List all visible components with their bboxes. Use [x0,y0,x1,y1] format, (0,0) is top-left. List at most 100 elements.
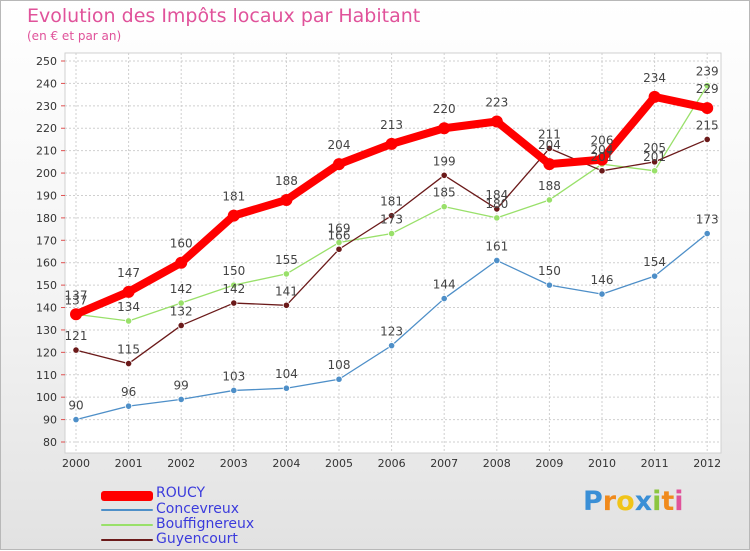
data-label-roucy: 204 [328,138,351,152]
data-label-bouffignereux: 150 [222,264,245,278]
data-point-roucy [175,256,188,269]
chart-subtitle: (en € et par an) [27,29,122,43]
y-tick-label: 150 [36,279,57,292]
data-label-roucy: 204 [538,138,561,152]
data-label-guyencourt: 115 [117,343,140,357]
data-point-roucy [122,285,135,298]
legend-label-roucy: ROUCY [156,485,206,501]
chart-title: Evolution des Impôts locaux par Habitant [27,5,421,27]
data-label-guyencourt: 142 [222,282,245,296]
x-tick-label: 2002 [167,457,195,470]
data-point-bouffignereux [125,317,133,325]
data-point-guyencourt [703,135,711,144]
data-point-concevreux [177,395,185,404]
data-point-guyencourt [545,144,554,153]
data-label-roucy: 220 [433,102,456,116]
data-point-concevreux [493,256,501,265]
data-label-bouffignereux: 173 [380,213,403,227]
plot-area [64,52,722,454]
data-label-bouffignereux: 137 [65,293,88,307]
data-label-roucy: 147 [117,266,140,280]
data-label-guyencourt: 184 [485,188,508,202]
data-point-roucy [596,153,608,166]
data-label-concevreux: 154 [643,255,666,269]
data-label-concevreux: 99 [174,378,189,392]
data-label-guyencourt: 166 [328,228,351,242]
data-label-guyencourt: 201 [591,150,614,164]
data-point-bouffignereux [230,281,238,289]
x-tick-label: 2012 [693,457,721,470]
data-point-concevreux [598,290,606,298]
data-point-concevreux [387,342,396,350]
data-point-guyencourt [125,359,133,368]
data-point-roucy [438,122,451,135]
data-point-guyencourt [493,205,501,213]
y-tick-label: 230 [36,100,57,113]
legend-swatch-guyencourt [101,539,153,541]
data-point-guyencourt [177,321,185,330]
data-label-bouffignereux: 134 [117,300,140,314]
data-point-guyencourt [440,171,448,179]
y-tick-label: 160 [36,257,57,270]
y-tick-label: 90 [43,414,57,427]
data-label-roucy: 229 [696,82,719,96]
y-tick-label: 180 [36,212,57,225]
data-label-concevreux: 123 [380,325,403,339]
legend-swatch-bouffignereux [101,524,153,526]
data-point-guyencourt [72,346,80,354]
data-point-concevreux [703,229,711,238]
data-label-concevreux: 146 [591,273,614,287]
legend-label-bouffignereux: Bouffignereux [156,516,255,532]
legend-swatch-concevreux [101,509,153,511]
data-label-guyencourt: 215 [696,118,719,132]
data-label-bouffignereux: 201 [643,150,666,164]
x-tick-label: 2000 [62,457,90,470]
data-label-bouffignereux: 204 [591,143,614,157]
data-label-roucy: 223 [485,96,508,110]
data-point-guyencourt [230,299,238,307]
data-label-roucy: 213 [380,118,403,132]
data-label-concevreux: 104 [275,367,298,381]
data-point-roucy [333,158,345,171]
y-tick-label: 190 [36,189,57,202]
data-label-roucy: 188 [275,174,298,188]
data-label-guyencourt: 121 [65,329,88,343]
data-point-roucy [701,102,714,115]
y-tick-label: 140 [36,302,57,315]
data-point-roucy [280,193,293,206]
data-point-guyencourt [598,167,606,175]
x-tick-label: 2010 [588,457,616,470]
data-point-bouffignereux [440,203,448,211]
data-point-bouffignereux [387,229,396,238]
data-point-guyencourt [282,301,290,309]
data-point-concevreux [125,402,133,410]
y-tick-label: 110 [36,369,57,382]
data-point-guyencourt [650,158,659,166]
data-label-bouffignereux: 169 [328,222,351,236]
data-label-guyencourt: 211 [538,127,561,141]
data-label-bouffignereux: 180 [485,197,508,211]
y-tick-label: 210 [36,145,57,158]
data-point-roucy [648,90,661,103]
data-point-bouffignereux [493,214,501,222]
data-label-concevreux: 144 [433,278,456,292]
data-label-bouffignereux: 239 [696,65,719,79]
data-label-concevreux: 150 [538,264,561,278]
x-tick-label: 2011 [641,457,669,470]
data-point-concevreux [72,415,80,424]
data-point-concevreux [282,384,290,392]
y-tick-label: 220 [36,122,57,135]
data-point-roucy [70,308,82,321]
data-label-bouffignereux: 188 [538,179,561,193]
data-label-roucy: 181 [222,190,245,204]
data-point-guyencourt [387,212,396,220]
legend-label-concevreux: Concevreux [156,501,240,517]
data-label-guyencourt: 141 [275,284,298,298]
data-label-concevreux: 96 [121,385,136,399]
data-label-roucy: 234 [643,71,666,85]
x-tick-label: 2004 [272,457,300,470]
data-point-roucy [227,209,240,222]
data-point-bouffignereux [703,82,711,90]
x-tick-label: 2001 [115,457,143,470]
